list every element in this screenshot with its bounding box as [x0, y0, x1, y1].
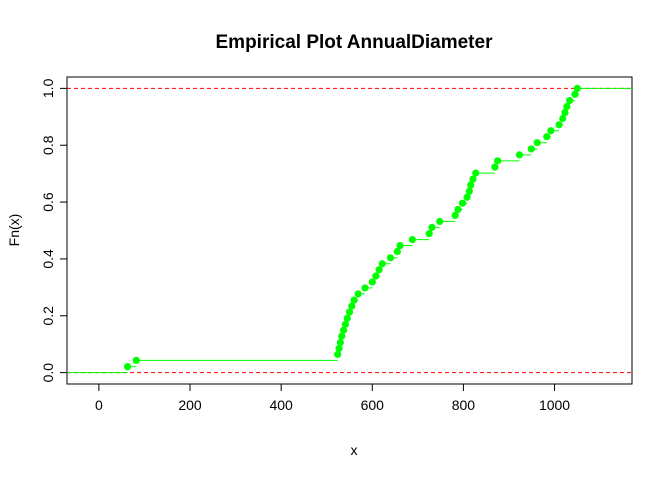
data-point	[436, 217, 444, 226]
data-point	[451, 211, 459, 220]
data-point	[491, 163, 499, 171]
data-point	[336, 338, 344, 347]
x-tick-label: 0	[95, 397, 103, 413]
y-tick-label: 0.2	[40, 306, 56, 326]
y-tick-label: 0.8	[40, 135, 56, 155]
x-axis: 0 200 400 600 800 1000	[95, 383, 570, 413]
data-point	[465, 187, 473, 195]
x-tick-label: 200	[178, 397, 202, 413]
y-tick-label: 0.6	[40, 192, 56, 212]
data-point	[472, 169, 480, 177]
data-point	[543, 133, 551, 141]
data-point	[469, 175, 477, 183]
data-point	[348, 302, 356, 310]
y-tick-label: 0.0	[40, 363, 56, 383]
data-point	[533, 139, 541, 147]
data-point	[547, 127, 555, 135]
y-tick-label: 1.0	[40, 78, 56, 98]
data-point	[493, 157, 502, 165]
data-point	[565, 96, 574, 105]
y-axis-title: Fn(x)	[6, 214, 22, 247]
data-point	[467, 181, 475, 189]
reference-lines	[67, 87, 632, 374]
data-point	[378, 260, 386, 268]
data-point	[375, 266, 383, 274]
data-point	[527, 145, 535, 153]
data-point	[345, 308, 354, 316]
data-point	[463, 193, 471, 201]
x-tick-label: 400	[269, 397, 293, 413]
data-point	[559, 114, 567, 123]
step-segments	[67, 87, 632, 374]
data-point	[335, 344, 343, 353]
data-point	[350, 296, 358, 304]
x-tick-label: 1000	[539, 397, 570, 413]
data-point	[361, 284, 369, 292]
x-tick-label: 800	[452, 397, 476, 413]
x-tick-label: 600	[361, 397, 385, 413]
data-point	[573, 84, 581, 92]
data-point	[515, 151, 524, 159]
y-axis: 0.0 0.2 0.4 0.6 0.8 1.0	[40, 78, 68, 383]
data-point	[368, 278, 376, 286]
y-tick-label: 0.4	[40, 249, 56, 269]
data-point	[571, 90, 579, 98]
data-point	[563, 102, 571, 111]
data-point	[454, 205, 462, 214]
data-point	[372, 272, 380, 280]
x-axis-title: x	[351, 442, 358, 458]
data-point	[354, 290, 362, 298]
data-point	[561, 108, 569, 117]
data-point	[408, 235, 416, 244]
data-points	[124, 84, 581, 371]
data-point	[338, 332, 346, 340]
plot-frame	[66, 76, 633, 385]
data-point	[343, 314, 351, 322]
data-point	[425, 230, 433, 238]
data-point	[339, 326, 348, 334]
data-point	[132, 356, 140, 365]
data-point	[393, 247, 401, 256]
data-point	[124, 363, 132, 371]
data-point	[386, 254, 395, 262]
chart-title: Empirical Plot AnnualDiameter	[216, 32, 494, 53]
data-point	[341, 320, 349, 328]
data-point	[428, 223, 436, 231]
data-point	[458, 199, 467, 207]
data-point	[334, 350, 342, 359]
data-point	[396, 241, 404, 250]
data-point	[555, 121, 563, 129]
